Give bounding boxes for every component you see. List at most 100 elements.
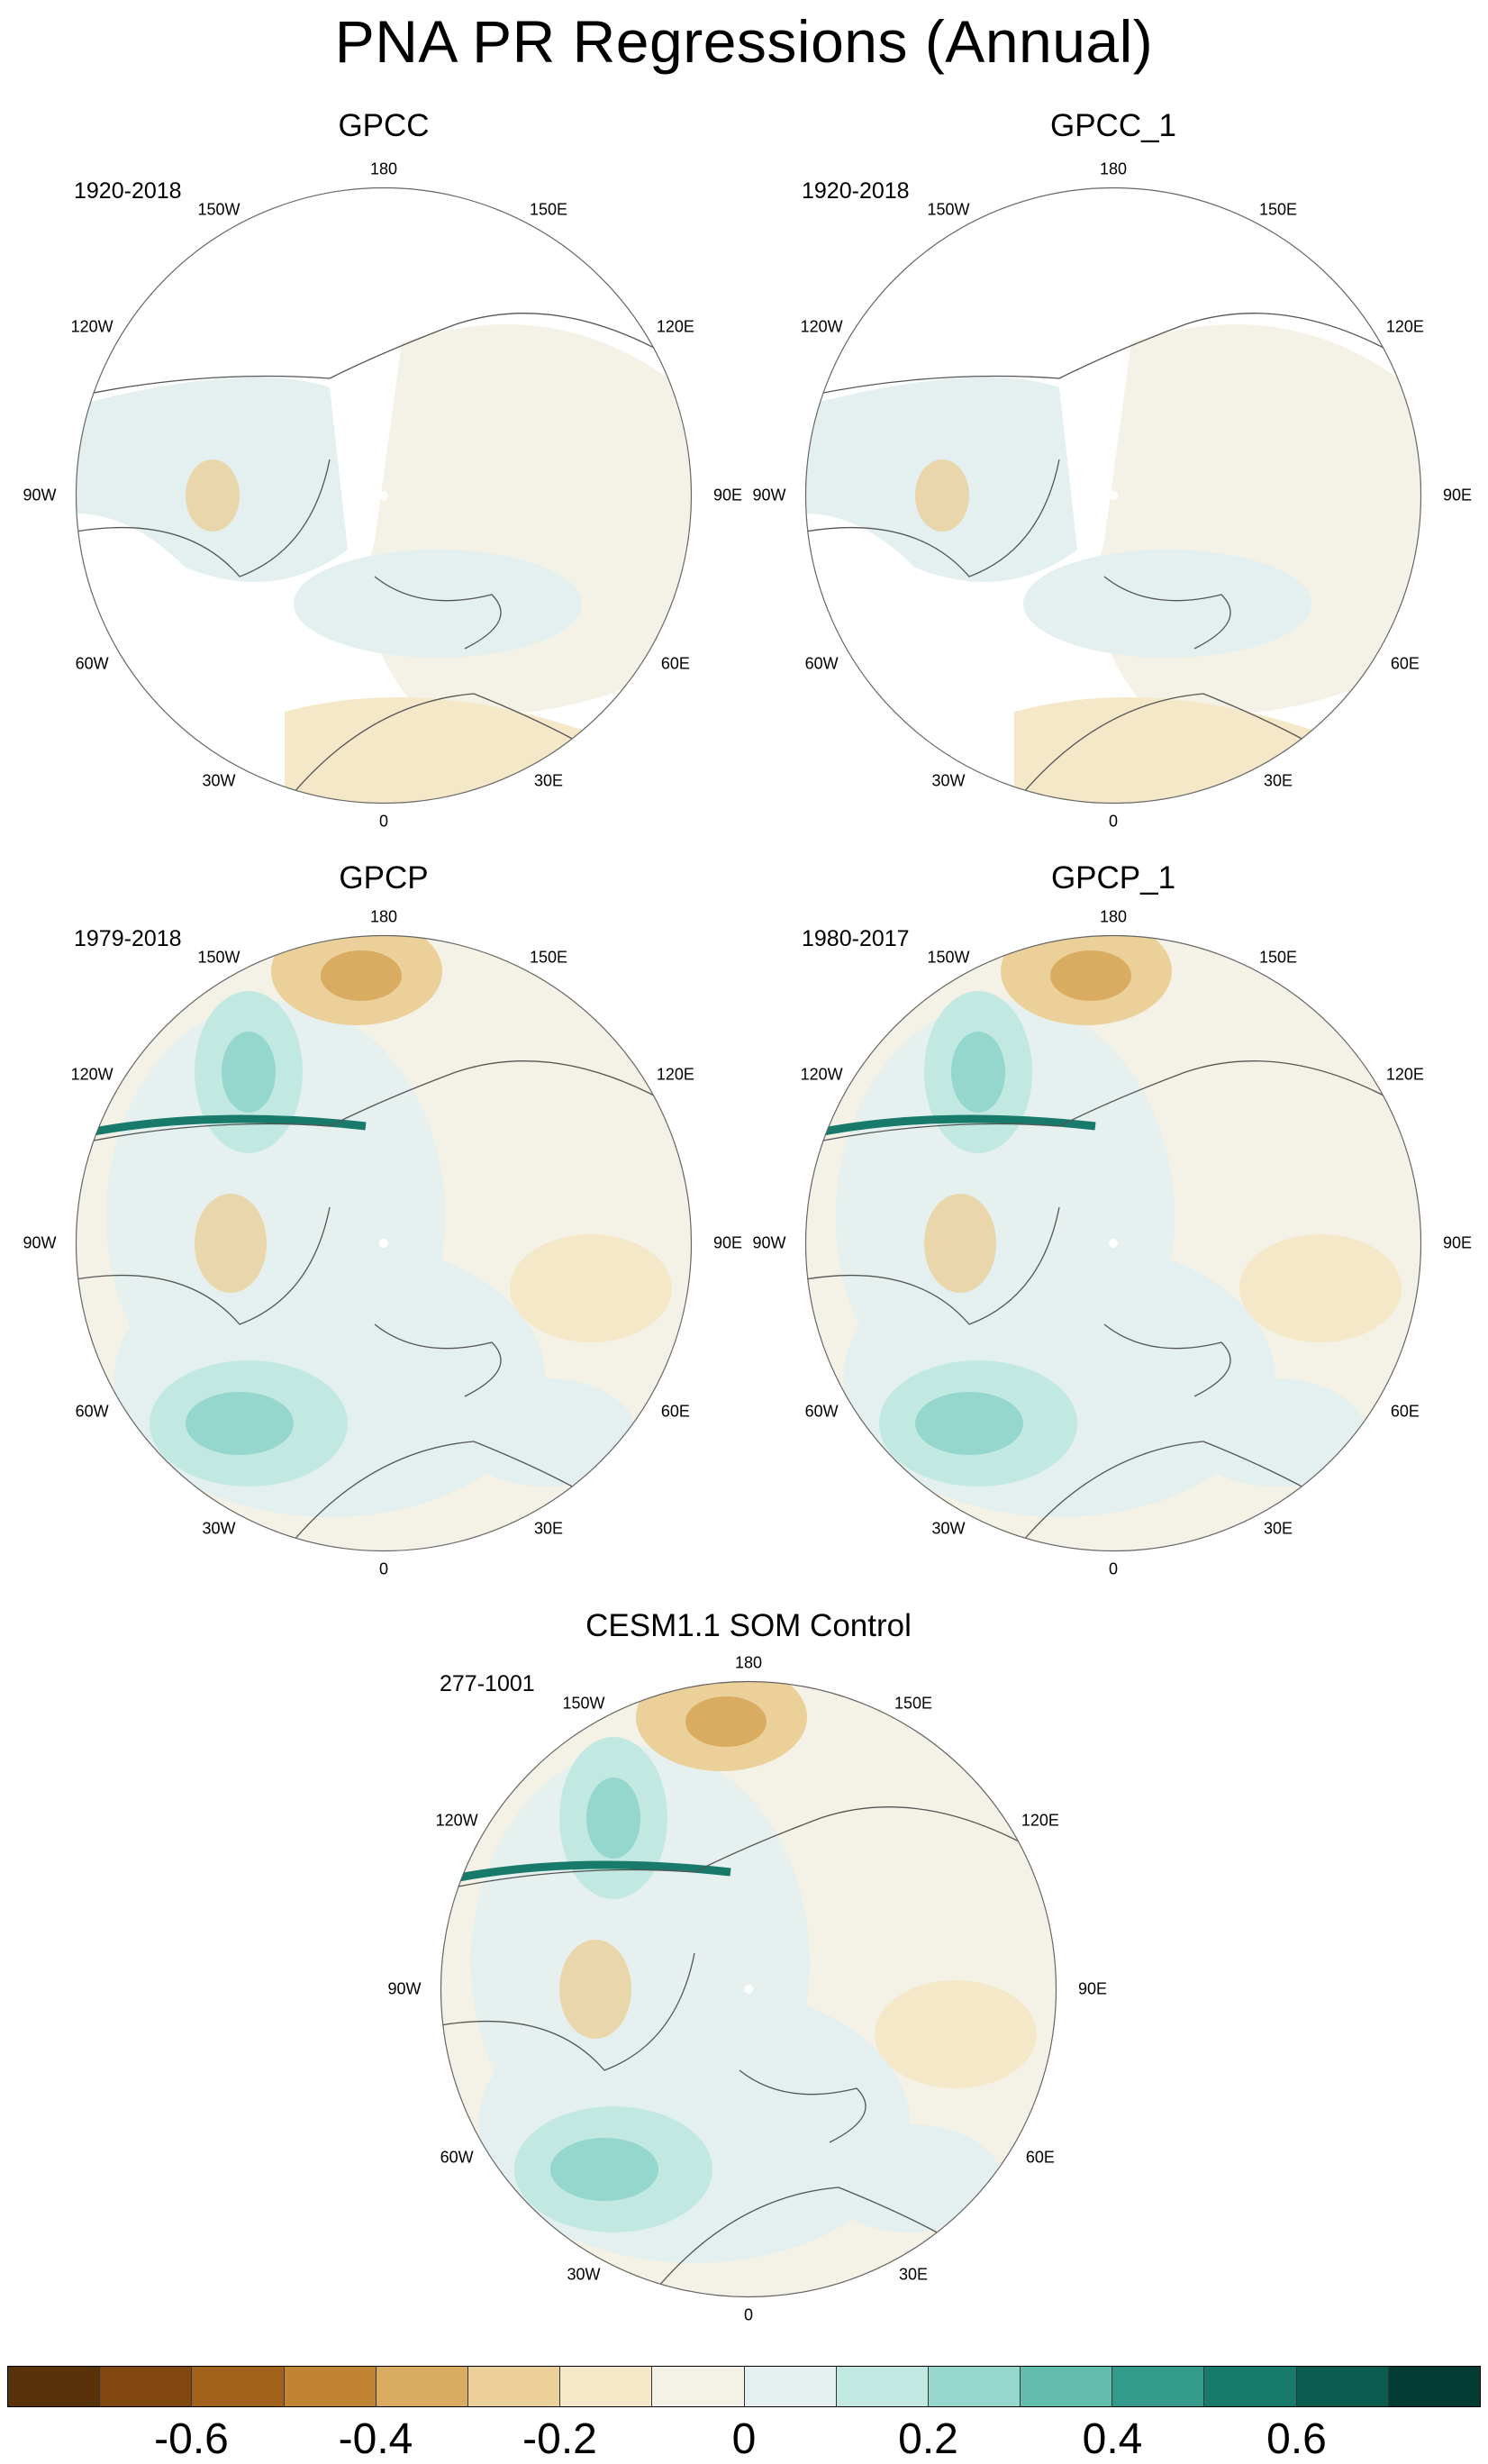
lon-label-right-cesm-som-control: 90E	[1077, 1979, 1108, 1998]
colorbar-swatch	[744, 2367, 837, 2406]
lon-label-w60-gpcc: 60W	[75, 654, 109, 673]
lon-label-left-gpcc: 90W	[23, 486, 57, 505]
colorbar-tick-label: 0.6	[1266, 2415, 1327, 2463]
colorbar-swatch	[376, 2367, 468, 2406]
panel-period-gpcc: 1920-2018	[74, 178, 182, 204]
lon-label-e30-gpcc: 30E	[533, 771, 564, 790]
lon-label-top-gpcc: 180	[369, 159, 398, 178]
lon-label-bottom-gpcp-1: 0	[1108, 1559, 1119, 1578]
colorbar-swatch	[1021, 2367, 1113, 2406]
lon-label-w60-gpcc-1: 60W	[804, 654, 839, 673]
lon-label-w120-gpcc-1: 120W	[800, 317, 843, 336]
lon-label-w30-gpcc: 30W	[202, 771, 236, 790]
lon-label-w150-cesm-som-control: 150W	[562, 1694, 605, 1713]
lon-label-left-cesm-som-control: 90W	[387, 1979, 422, 1998]
lon-label-e150-gpcc-1: 150E	[1258, 200, 1298, 219]
lon-label-e60-gpcp: 60E	[660, 1402, 690, 1421]
lon-label-e120-gpcp-1: 120E	[1385, 1065, 1424, 1084]
lon-label-e150-gpcp: 150E	[529, 948, 568, 967]
lon-label-top-gpcp-1: 180	[1099, 907, 1128, 926]
lon-label-e120-gpcc-1: 120E	[1385, 317, 1424, 336]
colorbar-swatch	[100, 2367, 193, 2406]
colorbar-swatch	[560, 2367, 653, 2406]
colorbar-swatch	[1296, 2367, 1389, 2406]
colorbar-swatch	[284, 2367, 377, 2406]
lon-label-e120-gpcp: 120E	[656, 1065, 694, 1084]
colorbar	[7, 2366, 1481, 2407]
lon-label-w120-gpcp: 120W	[70, 1065, 113, 1084]
colorbar-swatch	[467, 2367, 561, 2406]
lon-label-e30-cesm-som-control: 30E	[898, 2265, 929, 2284]
lon-label-bottom-gpcc-1: 0	[1108, 812, 1119, 831]
panel-period-gpcp-1: 1980-2017	[802, 926, 910, 951]
lon-label-w120-gpcp-1: 120W	[800, 1065, 843, 1084]
colorbar-tick-label: -0.6	[154, 2415, 229, 2463]
lon-label-e30-gpcp-1: 30E	[1263, 1519, 1293, 1538]
polar-map-gpcc	[75, 186, 693, 805]
colorbar-swatch	[192, 2367, 285, 2406]
colorbar-swatch	[1112, 2367, 1205, 2406]
lon-label-top-cesm-som-control: 180	[734, 1653, 763, 1672]
colorbar-swatch	[836, 2367, 929, 2406]
lon-label-e60-gpcc: 60E	[660, 654, 690, 673]
lon-label-w30-gpcp: 30W	[202, 1519, 236, 1538]
panel-period-cesm-som-control: 277-1001	[440, 1671, 535, 1696]
lon-label-w150-gpcp: 150W	[197, 948, 240, 967]
colorbar-swatch	[1204, 2367, 1297, 2406]
lon-label-w60-gpcp: 60W	[75, 1402, 109, 1421]
polar-map-gpcc-1	[804, 186, 1422, 805]
colorbar-swatch	[8, 2367, 101, 2406]
lon-label-w60-cesm-som-control: 60W	[440, 2148, 474, 2167]
lon-label-top-gpcp: 180	[369, 907, 398, 926]
colorbar-tick-label: -0.2	[522, 2415, 597, 2463]
lon-label-right-gpcc-1: 90E	[1442, 486, 1473, 505]
polar-map-cesm-som-control	[440, 1680, 1057, 2298]
panel-title-gpcc: GPCC	[338, 108, 430, 143]
panel-title-gpcc-1: GPCC_1	[1049, 108, 1177, 143]
lon-label-e120-gpcc: 120E	[656, 317, 694, 336]
lon-label-w60-gpcp-1: 60W	[804, 1402, 839, 1421]
lon-label-e150-cesm-som-control: 150E	[894, 1694, 933, 1713]
lon-label-w150-gpcp-1: 150W	[927, 948, 970, 967]
lon-label-e60-cesm-som-control: 60E	[1025, 2148, 1055, 2167]
lon-label-e30-gpcp: 30E	[533, 1519, 564, 1538]
colorbar-swatch	[1388, 2367, 1480, 2406]
lon-label-w30-gpcc-1: 30W	[931, 771, 966, 790]
panel-title-gpcp: GPCP	[339, 860, 429, 896]
panel-title-gpcp-1: GPCP_1	[1050, 860, 1176, 896]
lon-label-right-gpcp: 90E	[712, 1233, 743, 1252]
lon-label-e120-cesm-som-control: 120E	[1021, 1811, 1059, 1830]
figure-title: PNA PR Regressions (Annual)	[334, 8, 1154, 75]
lon-label-w30-gpcp-1: 30W	[931, 1519, 966, 1538]
lon-label-right-gpcp-1: 90E	[1442, 1233, 1473, 1252]
colorbar-tick-label: 0.2	[898, 2415, 958, 2463]
lon-label-e60-gpcc-1: 60E	[1390, 654, 1420, 673]
polar-map-gpcp-1	[804, 934, 1422, 1552]
lon-label-bottom-gpcp: 0	[378, 1559, 389, 1578]
lon-label-w150-gpcc-1: 150W	[927, 200, 970, 219]
lon-label-left-gpcc-1: 90W	[752, 486, 786, 505]
lon-label-top-gpcc-1: 180	[1099, 159, 1128, 178]
lon-label-w120-gpcc: 120W	[70, 317, 113, 336]
lon-label-e150-gpcc: 150E	[529, 200, 568, 219]
lon-label-e150-gpcp-1: 150E	[1258, 948, 1298, 967]
colorbar-tick-label: 0	[731, 2415, 757, 2463]
colorbar-tick-label: -0.4	[338, 2415, 413, 2463]
lon-label-w120-cesm-som-control: 120W	[435, 1811, 478, 1830]
lon-label-left-gpcp-1: 90W	[752, 1233, 786, 1252]
panel-period-gpcp: 1979-2018	[74, 926, 182, 951]
lon-label-e30-gpcc-1: 30E	[1263, 771, 1293, 790]
lon-label-e60-gpcp-1: 60E	[1390, 1402, 1420, 1421]
panel-period-gpcc-1: 1920-2018	[802, 178, 910, 204]
lon-label-bottom-cesm-som-control: 0	[743, 2305, 754, 2324]
colorbar-swatch	[928, 2367, 1021, 2406]
colorbar-swatch	[652, 2367, 745, 2406]
polar-map-gpcp	[75, 934, 693, 1552]
lon-label-right-gpcc: 90E	[712, 486, 743, 505]
panel-title-cesm-som-control: CESM1.1 SOM Control	[585, 1608, 912, 1643]
lon-label-w30-cesm-som-control: 30W	[567, 2265, 601, 2284]
lon-label-w150-gpcc: 150W	[197, 200, 240, 219]
lon-label-bottom-gpcc: 0	[378, 812, 389, 831]
lon-label-left-gpcp: 90W	[23, 1233, 57, 1252]
colorbar-tick-label: 0.4	[1082, 2415, 1143, 2463]
